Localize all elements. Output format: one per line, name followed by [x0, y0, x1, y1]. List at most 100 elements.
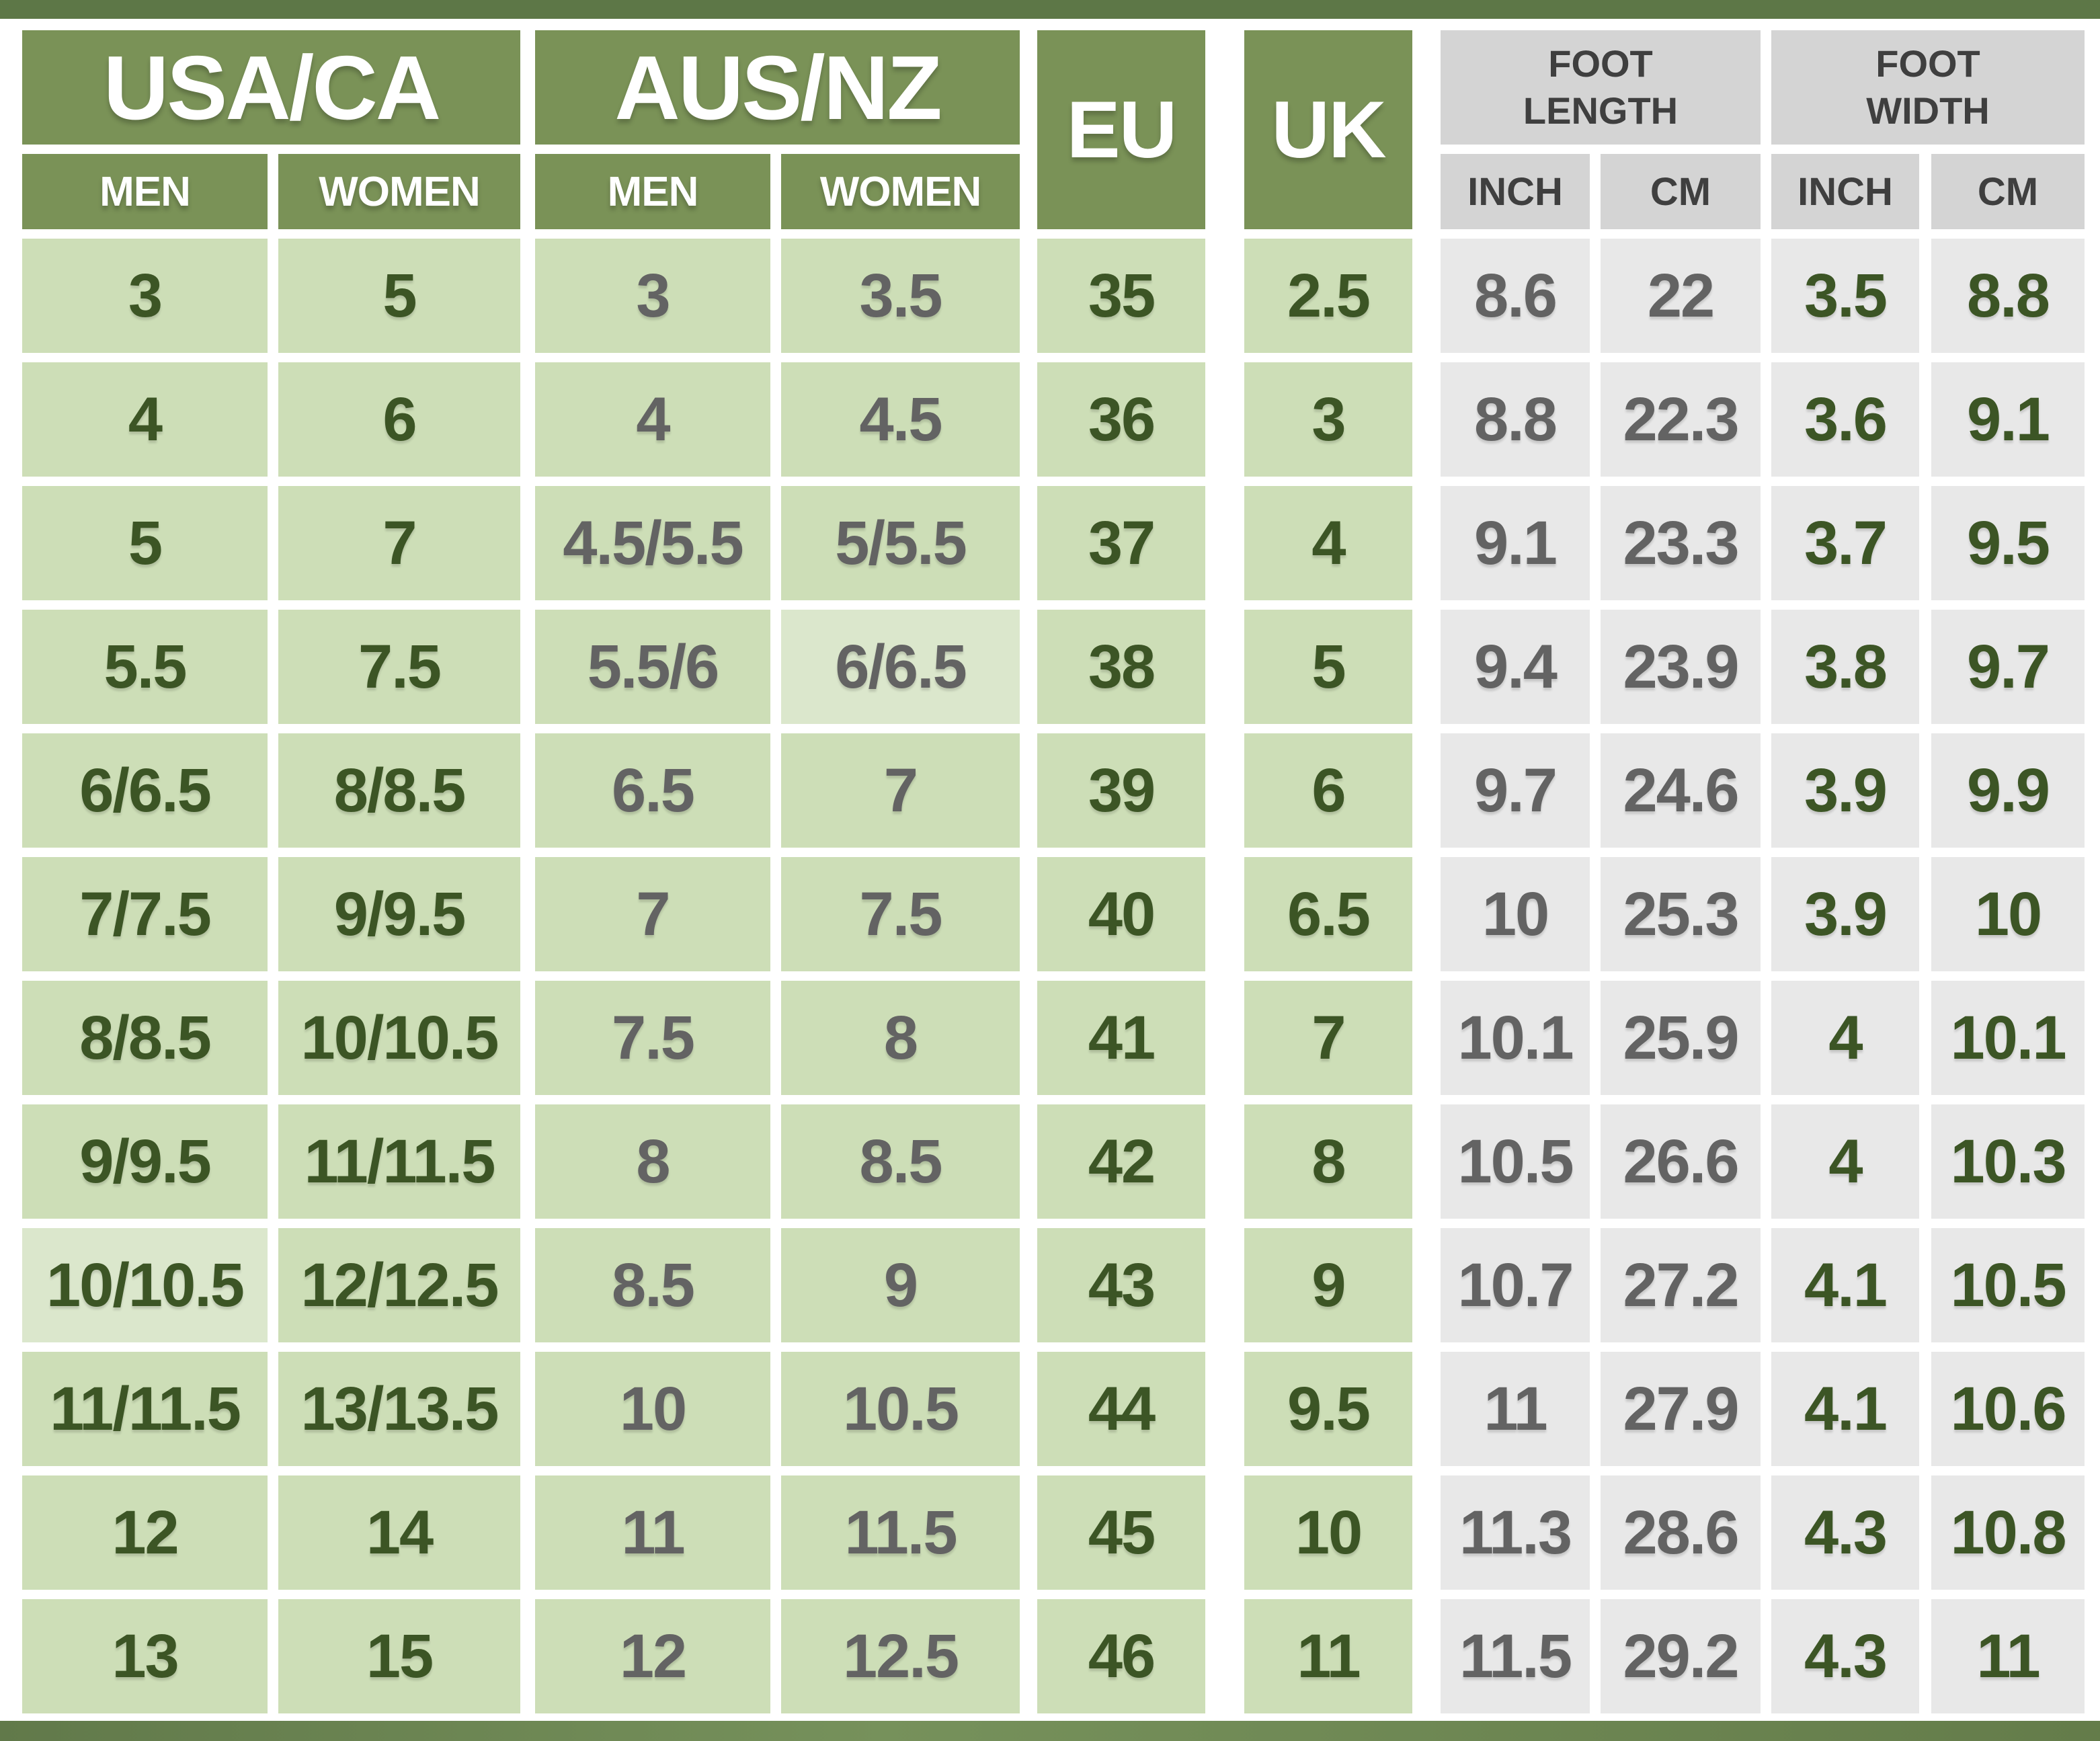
cell-aus-nz-men-row-5: 6.5 — [535, 733, 770, 848]
cell-aus-nz-men-row-4: 5.5/6 — [535, 610, 770, 724]
cell-usa-ca-women-row-1: 5 — [278, 239, 520, 353]
cell-aus-nz-men-row-8: 8 — [535, 1104, 770, 1219]
cell-usa-ca-women-row-2: 6 — [278, 362, 520, 477]
cell-usa-ca-men-row-8: 9/9.5 — [22, 1104, 268, 1219]
subheader-foot-length-cm: CM — [1601, 154, 1761, 229]
cell-eu-row-4: 38 — [1037, 610, 1205, 724]
cell-usa-ca-men-row-2: 4 — [22, 362, 268, 477]
cell-foot-width-inch-row-4: 3.8 — [1771, 610, 1919, 724]
cell-usa-ca-women-row-10: 13/13.5 — [278, 1352, 520, 1466]
cell-foot-length-inch-row-7: 10.1 — [1441, 981, 1590, 1095]
cell-uk-row-11: 10 — [1244, 1475, 1412, 1590]
column-group-header-aus-nz: AUS/NZ — [535, 30, 1020, 145]
cell-foot-width-cm-row-9: 10.5 — [1931, 1228, 2085, 1342]
cell-eu-row-3: 37 — [1037, 486, 1205, 600]
cell-foot-length-cm-row-11: 28.6 — [1601, 1475, 1761, 1590]
subheader-foot-width-cm: CM — [1931, 154, 2085, 229]
cell-aus-nz-men-row-6: 7 — [535, 857, 770, 971]
cell-foot-length-inch-row-10: 11 — [1441, 1352, 1590, 1466]
cell-usa-ca-men-row-9: 10/10.5 — [22, 1228, 268, 1342]
cell-foot-width-cm-row-2: 9.1 — [1931, 362, 2085, 477]
cell-uk-row-3: 4 — [1244, 486, 1412, 600]
cell-aus-nz-men-row-11: 11 — [535, 1475, 770, 1590]
cell-foot-length-cm-row-1: 22 — [1601, 239, 1761, 353]
cell-foot-width-inch-row-6: 3.9 — [1771, 857, 1919, 971]
cell-usa-ca-men-row-6: 7/7.5 — [22, 857, 268, 971]
cell-foot-width-inch-row-9: 4.1 — [1771, 1228, 1919, 1342]
cell-uk-row-6: 6.5 — [1244, 857, 1412, 971]
cell-foot-width-cm-row-3: 9.5 — [1931, 486, 2085, 600]
cell-aus-nz-men-row-3: 4.5/5.5 — [535, 486, 770, 600]
cell-uk-row-4: 5 — [1244, 610, 1412, 724]
cell-eu-row-8: 42 — [1037, 1104, 1205, 1219]
cell-foot-length-inch-row-3: 9.1 — [1441, 486, 1590, 600]
cell-foot-length-cm-row-3: 23.3 — [1601, 486, 1761, 600]
foot-length-label: FOOT LENGTH — [1523, 42, 1679, 132]
cell-usa-ca-women-row-12: 15 — [278, 1599, 520, 1713]
cell-foot-width-cm-row-6: 10 — [1931, 857, 2085, 971]
cell-foot-length-cm-row-6: 25.3 — [1601, 857, 1761, 971]
cell-eu-row-1: 35 — [1037, 239, 1205, 353]
cell-aus-nz-women-row-8: 8.5 — [781, 1104, 1020, 1219]
cell-foot-length-inch-row-2: 8.8 — [1441, 362, 1590, 477]
cell-eu-row-2: 36 — [1037, 362, 1205, 477]
cell-aus-nz-women-row-6: 7.5 — [781, 857, 1020, 971]
cell-aus-nz-women-row-7: 8 — [781, 981, 1020, 1095]
cell-foot-length-cm-row-12: 29.2 — [1601, 1599, 1761, 1713]
cell-aus-nz-women-row-11: 11.5 — [781, 1475, 1020, 1590]
subheader-usa-men: MEN — [22, 154, 268, 229]
subheader-aus-men: MEN — [535, 154, 770, 229]
subheader-usa-women: WOMEN — [278, 154, 520, 229]
cell-uk-row-7: 7 — [1244, 981, 1412, 1095]
cell-aus-nz-men-row-2: 4 — [535, 362, 770, 477]
cell-foot-width-cm-row-8: 10.3 — [1931, 1104, 2085, 1219]
cell-usa-ca-men-row-10: 11/11.5 — [22, 1352, 268, 1466]
cell-eu-row-5: 39 — [1037, 733, 1205, 848]
cell-aus-nz-women-row-12: 12.5 — [781, 1599, 1020, 1713]
cell-foot-width-inch-row-2: 3.6 — [1771, 362, 1919, 477]
cell-foot-width-cm-row-10: 10.6 — [1931, 1352, 2085, 1466]
cell-foot-width-inch-row-12: 4.3 — [1771, 1599, 1919, 1713]
cell-aus-nz-women-row-3: 5/5.5 — [781, 486, 1020, 600]
cell-aus-nz-women-row-10: 10.5 — [781, 1352, 1020, 1466]
cell-usa-ca-women-row-9: 12/12.5 — [278, 1228, 520, 1342]
cell-aus-nz-men-row-10: 10 — [535, 1352, 770, 1466]
cell-foot-length-cm-row-2: 22.3 — [1601, 362, 1761, 477]
column-header-eu: EU — [1037, 30, 1205, 229]
cell-foot-length-inch-row-9: 10.7 — [1441, 1228, 1590, 1342]
cell-foot-length-cm-row-4: 23.9 — [1601, 610, 1761, 724]
cell-uk-row-2: 3 — [1244, 362, 1412, 477]
cell-usa-ca-men-row-12: 13 — [22, 1599, 268, 1713]
cell-foot-width-cm-row-1: 8.8 — [1931, 239, 2085, 353]
cell-uk-row-12: 11 — [1244, 1599, 1412, 1713]
cell-aus-nz-women-row-9: 9 — [781, 1228, 1020, 1342]
cell-usa-ca-women-row-4: 7.5 — [278, 610, 520, 724]
cell-usa-ca-women-row-11: 14 — [278, 1475, 520, 1590]
cell-foot-width-inch-row-7: 4 — [1771, 981, 1919, 1095]
cell-eu-row-12: 46 — [1037, 1599, 1205, 1713]
cell-foot-width-cm-row-5: 9.9 — [1931, 733, 2085, 848]
cell-aus-nz-women-row-1: 3.5 — [781, 239, 1020, 353]
top-border-bar — [0, 0, 2100, 19]
size-conversion-table: USA/CA AUS/NZ EU UK FOOT LENGTH FOOT WID… — [22, 30, 2085, 1713]
cell-foot-width-cm-row-7: 10.1 — [1931, 981, 2085, 1095]
cell-uk-row-1: 2.5 — [1244, 239, 1412, 353]
subheader-aus-women: WOMEN — [781, 154, 1020, 229]
cell-usa-ca-men-row-1: 3 — [22, 239, 268, 353]
cell-foot-width-inch-row-3: 3.7 — [1771, 486, 1919, 600]
foot-width-label: FOOT WIDTH — [1866, 42, 1990, 132]
cell-eu-row-11: 45 — [1037, 1475, 1205, 1590]
cell-usa-ca-men-row-7: 8/8.5 — [22, 981, 268, 1095]
cell-usa-ca-men-row-11: 12 — [22, 1475, 268, 1590]
column-group-header-usa-ca: USA/CA — [22, 30, 520, 145]
cell-foot-length-cm-row-9: 27.2 — [1601, 1228, 1761, 1342]
cell-eu-row-6: 40 — [1037, 857, 1205, 971]
column-header-uk: UK — [1244, 30, 1412, 229]
cell-foot-length-cm-row-5: 24.6 — [1601, 733, 1761, 848]
cell-foot-length-inch-row-4: 9.4 — [1441, 610, 1590, 724]
cell-usa-ca-women-row-6: 9/9.5 — [278, 857, 520, 971]
cell-eu-row-9: 43 — [1037, 1228, 1205, 1342]
cell-foot-length-cm-row-7: 25.9 — [1601, 981, 1761, 1095]
cell-eu-row-7: 41 — [1037, 981, 1205, 1095]
cell-aus-nz-men-row-9: 8.5 — [535, 1228, 770, 1342]
